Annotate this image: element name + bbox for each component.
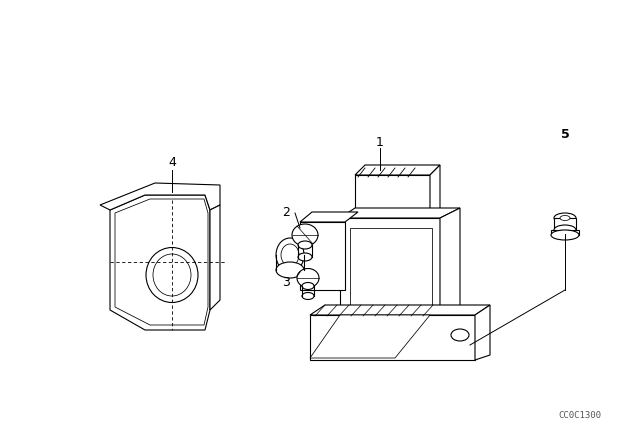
Polygon shape bbox=[110, 195, 210, 330]
Polygon shape bbox=[310, 315, 430, 358]
Ellipse shape bbox=[551, 230, 579, 240]
Polygon shape bbox=[355, 175, 430, 220]
Polygon shape bbox=[340, 208, 460, 218]
Text: 1: 1 bbox=[376, 135, 384, 148]
Polygon shape bbox=[440, 208, 460, 320]
Ellipse shape bbox=[146, 247, 198, 302]
Polygon shape bbox=[310, 305, 490, 315]
Polygon shape bbox=[300, 212, 358, 222]
Text: 3: 3 bbox=[282, 276, 290, 289]
Polygon shape bbox=[430, 165, 440, 220]
Text: 4: 4 bbox=[168, 155, 176, 168]
Polygon shape bbox=[310, 315, 475, 360]
Polygon shape bbox=[300, 222, 345, 290]
Polygon shape bbox=[355, 165, 440, 175]
Text: 2: 2 bbox=[282, 207, 290, 220]
Polygon shape bbox=[340, 218, 440, 320]
Polygon shape bbox=[554, 218, 576, 230]
Ellipse shape bbox=[297, 268, 319, 288]
Polygon shape bbox=[210, 205, 220, 310]
Ellipse shape bbox=[451, 329, 469, 341]
Ellipse shape bbox=[298, 241, 312, 249]
Ellipse shape bbox=[302, 293, 314, 300]
Ellipse shape bbox=[554, 213, 576, 223]
Ellipse shape bbox=[560, 215, 570, 220]
Polygon shape bbox=[551, 230, 579, 235]
Text: 5: 5 bbox=[561, 129, 570, 142]
Ellipse shape bbox=[554, 225, 576, 235]
Ellipse shape bbox=[349, 331, 371, 345]
Ellipse shape bbox=[292, 224, 318, 246]
Ellipse shape bbox=[298, 253, 312, 261]
Ellipse shape bbox=[276, 262, 304, 278]
Ellipse shape bbox=[153, 254, 191, 296]
Ellipse shape bbox=[276, 238, 304, 272]
Ellipse shape bbox=[281, 244, 299, 266]
Polygon shape bbox=[475, 305, 490, 360]
Text: CC0C1300: CC0C1300 bbox=[559, 410, 602, 419]
Polygon shape bbox=[100, 183, 220, 210]
Ellipse shape bbox=[302, 283, 314, 289]
